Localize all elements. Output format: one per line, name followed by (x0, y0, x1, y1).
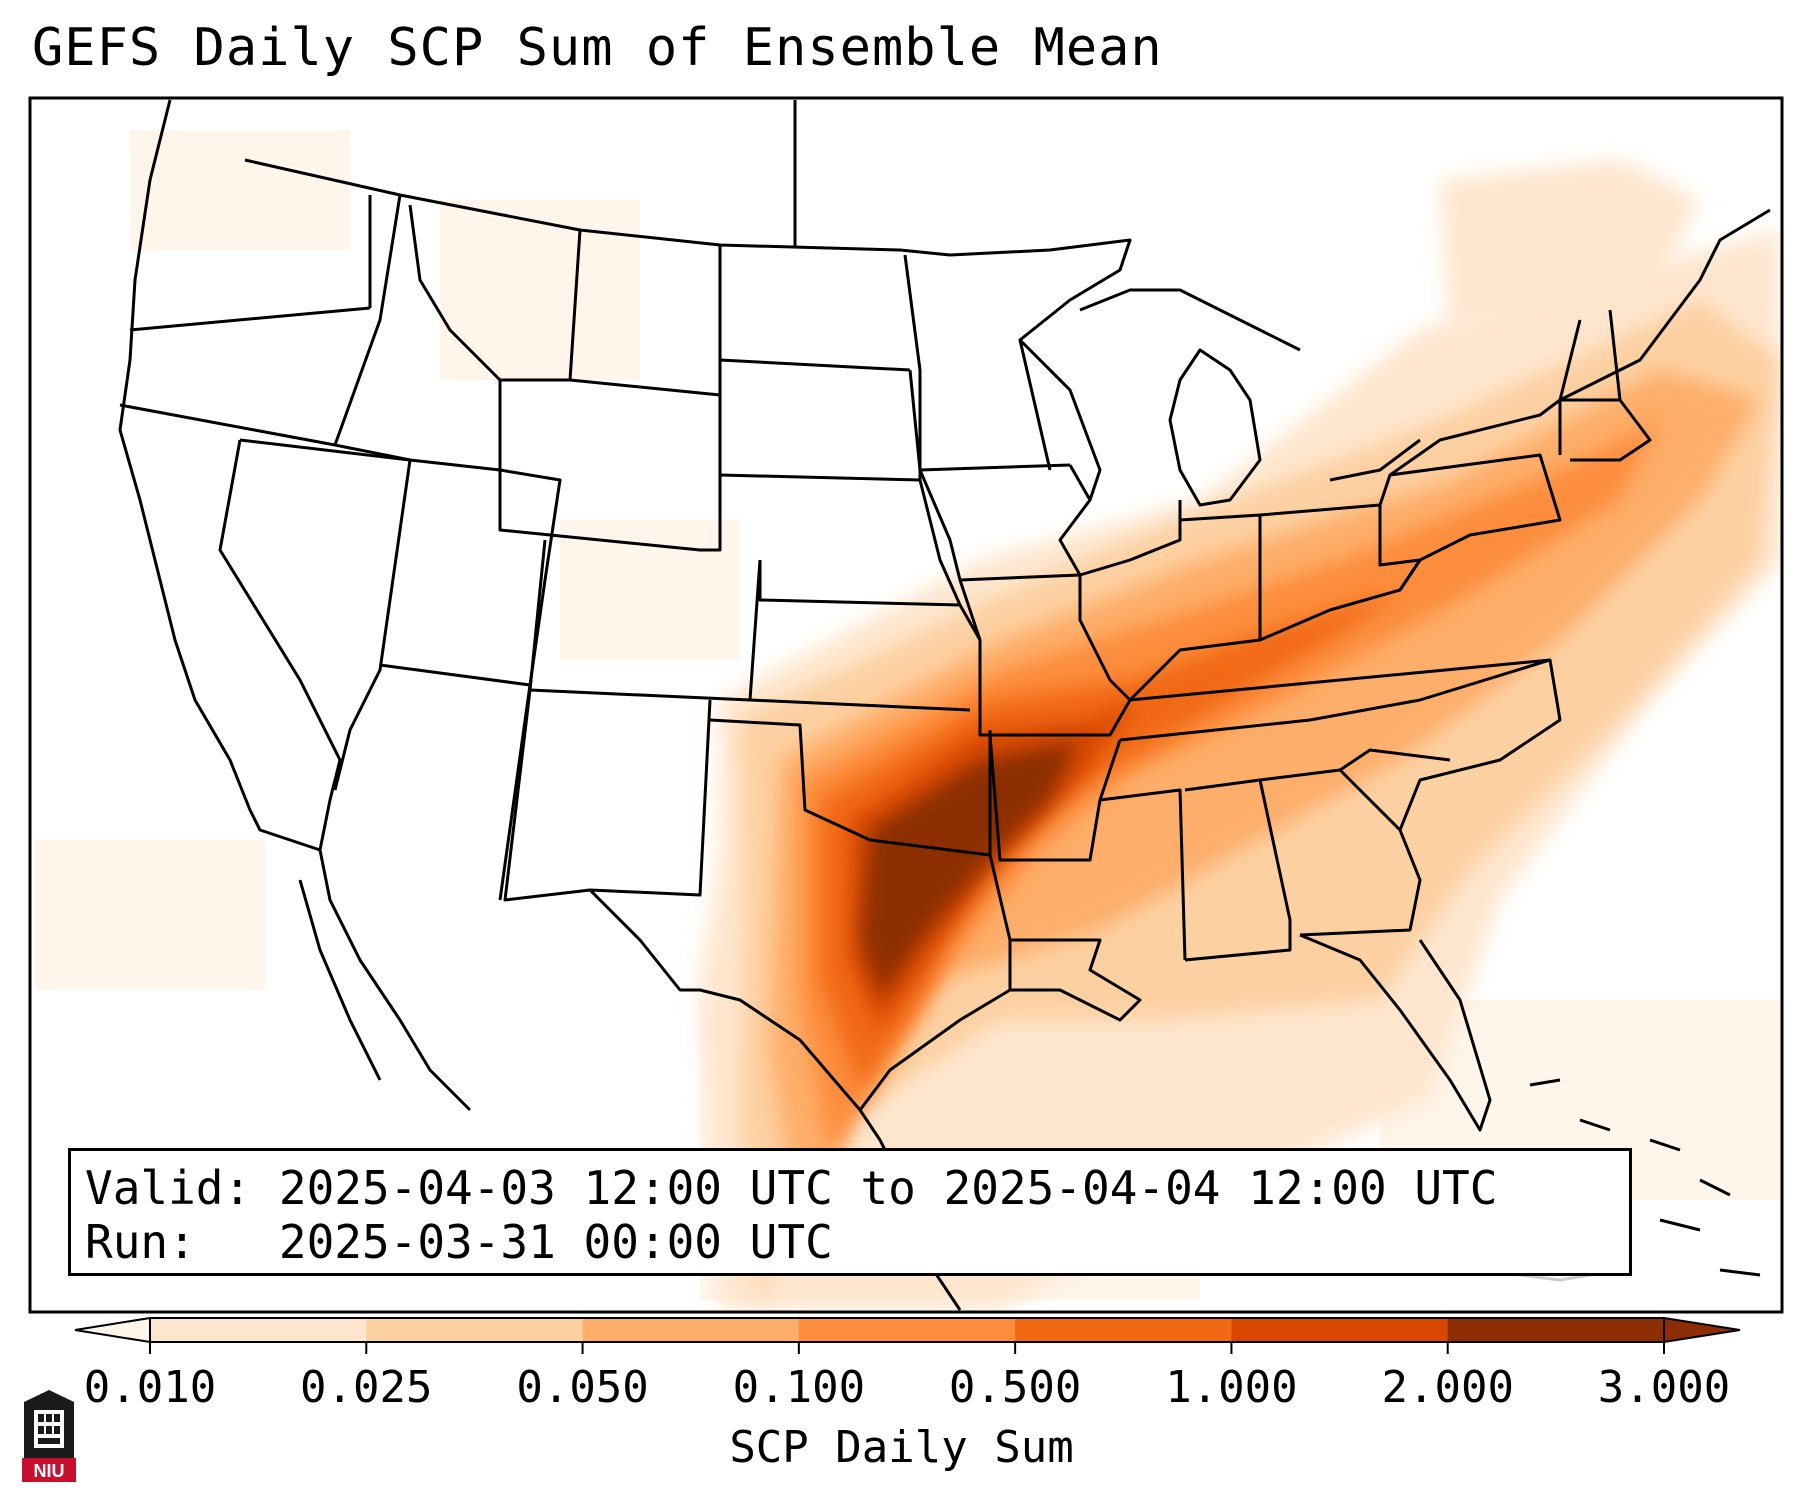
colorbar-cell (1231, 1318, 1449, 1342)
colorbar (74, 1316, 1741, 1354)
colorbar-label: SCP Daily Sum (729, 1422, 1074, 1473)
scp-shading (35, 130, 1782, 1310)
colorbar-tick-label: 0.025 (300, 1362, 433, 1413)
logo-text: NIU (34, 1461, 65, 1481)
colorbar-tick-label: 0.100 (732, 1362, 866, 1413)
niu-logo-icon: NIU (22, 1390, 76, 1482)
run-value: 2025-03-31 00:00 UTC (278, 1215, 833, 1269)
valid-line: Valid: 2025-04-03 12:00 UTC to 2025-04-0… (85, 1161, 1615, 1215)
map-frame (28, 96, 1784, 1314)
colorbar-tick-label: 0.050 (516, 1362, 649, 1413)
colorbar-tick-label: 0.500 (948, 1362, 1082, 1413)
run-line: Run: 2025-03-31 00:00 UTC (85, 1215, 1615, 1269)
map-title: GEFS Daily SCP Sum of Ensemble Mean (32, 18, 1163, 78)
colorbar-cell (798, 1318, 1016, 1342)
valid-value: 2025-04-03 12:00 UTC to 2025-04-04 12:00… (278, 1161, 1498, 1215)
colorbar-tick-label: 0.010 (83, 1362, 217, 1413)
colorbar-cell (1015, 1318, 1232, 1342)
colorbar-cell (366, 1318, 584, 1342)
colorbar-cell (1447, 1318, 1665, 1342)
colorbar-tick-label: 3.000 (1597, 1362, 1731, 1413)
colorbar-cell (582, 1318, 800, 1342)
colorbar-cell (150, 1318, 367, 1342)
colorbar-tick-label: 1.000 (1165, 1362, 1298, 1413)
colorbar-tick-label: 2.000 (1381, 1362, 1514, 1413)
valid-run-box: Valid: 2025-04-03 12:00 UTC to 2025-04-0… (68, 1148, 1632, 1276)
valid-label: Valid: (85, 1161, 252, 1215)
run-label: Run: (85, 1215, 196, 1269)
state-boundaries (118, 99, 1771, 1311)
